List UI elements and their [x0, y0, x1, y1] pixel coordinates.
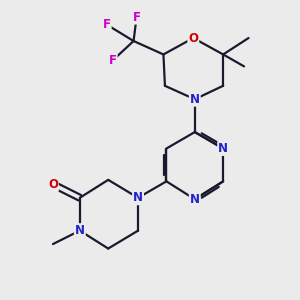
Text: F: F: [103, 18, 111, 31]
Text: N: N: [133, 191, 143, 204]
Text: N: N: [75, 224, 85, 237]
Text: F: F: [133, 11, 141, 24]
Text: N: N: [190, 193, 200, 206]
Text: F: F: [109, 54, 117, 67]
Text: O: O: [188, 32, 198, 44]
Text: N: N: [218, 142, 228, 155]
Text: N: N: [190, 93, 200, 106]
Text: O: O: [48, 178, 58, 191]
